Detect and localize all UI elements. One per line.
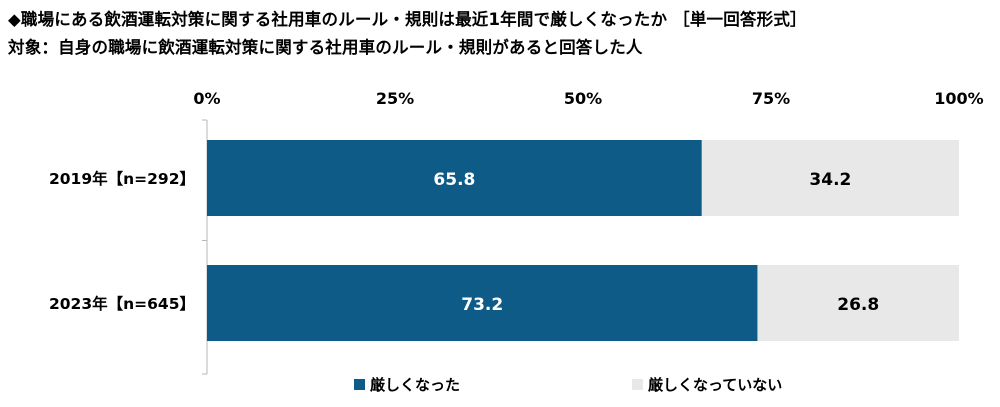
x-tick-label: 100% — [934, 89, 983, 108]
chart-title: ◆職場にある飲酒運転対策に関する社用車のルール・規則は最近1年間で厳しくなったか… — [8, 10, 807, 29]
chart-subtitle: 対象：自身の職場に飲酒運転対策に関する社用車のルール・規則があると回答した人 — [8, 38, 643, 57]
x-tick-label: 50% — [564, 89, 602, 108]
x-tick-label: 0% — [193, 89, 220, 108]
legend-swatch-series2 — [632, 379, 643, 390]
legend-label-series2: 厳しくなっていない — [648, 376, 783, 394]
data-label: 26.8 — [837, 295, 879, 315]
bar-segment — [701, 140, 959, 216]
data-label: 73.2 — [461, 295, 503, 315]
bar-segment — [757, 265, 959, 341]
legend-label-series1: 厳しくなった — [370, 376, 461, 394]
x-tick-label: 75% — [752, 89, 790, 108]
legend-item-series2: 厳しくなっていない — [632, 374, 782, 395]
x-tick-label: 25% — [376, 89, 414, 108]
category-label: 2023年【n=645】 — [49, 294, 195, 313]
bar-segment — [207, 265, 758, 341]
data-label: 65.8 — [433, 170, 475, 190]
bar-segment — [207, 140, 702, 216]
data-label: 34.2 — [809, 170, 851, 190]
category-label: 2019年【n=292】 — [49, 169, 195, 188]
legend-swatch-series1 — [354, 379, 365, 390]
legend-item-series1: 厳しくなった — [354, 374, 460, 395]
